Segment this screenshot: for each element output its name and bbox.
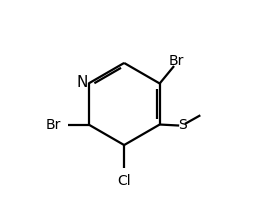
Text: S: S [178,118,187,132]
Text: Br: Br [45,118,61,132]
Text: N: N [76,75,88,90]
Text: Cl: Cl [117,174,131,188]
Text: Br: Br [169,54,184,68]
